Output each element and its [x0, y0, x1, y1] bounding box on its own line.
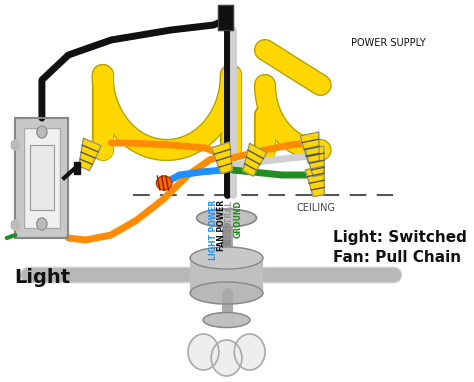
Circle shape — [11, 140, 19, 150]
Ellipse shape — [197, 209, 256, 227]
Circle shape — [11, 220, 19, 230]
Text: CEILING: CEILING — [297, 203, 336, 213]
Text: Light: Light — [14, 268, 70, 287]
Polygon shape — [243, 143, 267, 176]
Polygon shape — [300, 132, 319, 163]
Polygon shape — [79, 138, 101, 171]
Text: NEUTRAL: NEUTRAL — [225, 200, 234, 240]
Circle shape — [37, 218, 47, 230]
Ellipse shape — [190, 247, 263, 269]
Circle shape — [211, 340, 242, 376]
Ellipse shape — [203, 312, 250, 327]
Polygon shape — [211, 142, 232, 174]
Circle shape — [188, 334, 219, 370]
Text: LIGHT POWER: LIGHT POWER — [209, 200, 218, 260]
Bar — [30, 145, 54, 210]
Bar — [15, 118, 68, 238]
Bar — [24, 128, 60, 228]
Bar — [30, 145, 54, 210]
Circle shape — [234, 334, 265, 370]
Bar — [218, 5, 233, 30]
Polygon shape — [305, 146, 324, 177]
Bar — [190, 258, 263, 293]
Text: Light: Switched: Light: Switched — [333, 230, 467, 245]
Bar — [218, 5, 233, 30]
Circle shape — [37, 126, 47, 138]
Ellipse shape — [156, 176, 172, 190]
Bar — [24, 128, 60, 228]
Bar — [73, 162, 81, 174]
Text: FAN POWER: FAN POWER — [217, 200, 226, 251]
Polygon shape — [305, 166, 324, 197]
Ellipse shape — [190, 282, 263, 304]
Text: POWER SUPPLY: POWER SUPPLY — [350, 38, 425, 48]
Text: Fan: Pull Chain: Fan: Pull Chain — [333, 250, 462, 265]
Bar — [15, 118, 68, 238]
Text: GROUND: GROUND — [233, 200, 242, 238]
